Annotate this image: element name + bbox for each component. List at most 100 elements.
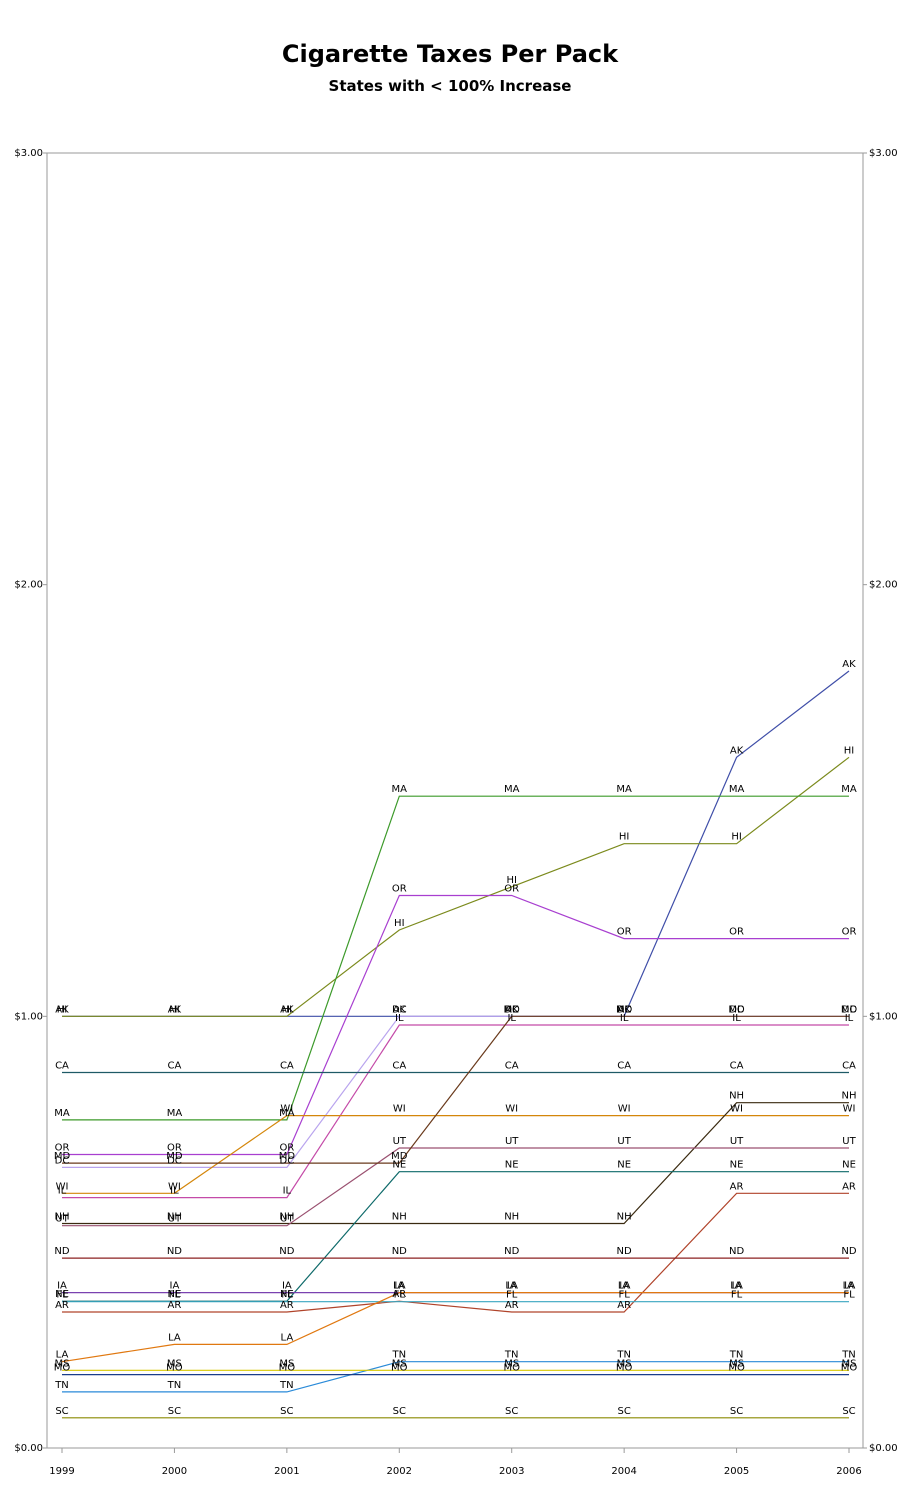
point-label-hi: HI (394, 918, 404, 929)
point-label-ar: AR (280, 1300, 294, 1311)
point-label-hi: HI (57, 1004, 67, 1015)
x-tick-label: 2005 (724, 1466, 749, 1477)
point-label-ma: MA (167, 1108, 183, 1119)
point-label-la: LA (843, 1281, 856, 1292)
point-label-fl: FL (56, 1290, 68, 1301)
point-label-ar: AR (505, 1300, 519, 1311)
point-label-ak: AK (842, 659, 856, 670)
point-label-nd: ND (729, 1246, 744, 1257)
point-label-tn: TN (841, 1350, 856, 1361)
series-line-or (62, 894, 849, 1156)
point-label-tn: TN (279, 1380, 294, 1391)
point-label-ca: CA (617, 1060, 631, 1071)
point-label-sc: SC (280, 1406, 293, 1417)
point-label-il: IL (170, 1186, 179, 1197)
chart-subtitle: States with < 100% Increase (328, 77, 572, 95)
point-label-la: LA (393, 1281, 406, 1292)
series-line-la (61, 1291, 849, 1363)
point-label-wi: WI (168, 1181, 181, 1192)
point-label-ut: UT (55, 1214, 69, 1225)
x-tick-label: 1999 (49, 1466, 74, 1477)
point-label-md: MD (616, 1004, 633, 1015)
point-label-fl: FL (618, 1290, 630, 1301)
point-label-mo: MO (728, 1363, 745, 1374)
point-label-mo: MO (616, 1363, 633, 1374)
point-label-sc: SC (505, 1406, 518, 1417)
y-tick-label-right: $2.00 (869, 580, 898, 591)
point-label-ma: MA (279, 1108, 295, 1119)
point-label-ia: IA (732, 1281, 742, 1292)
x-tick-label: 2001 (274, 1466, 299, 1477)
point-label-ne: NE (168, 1289, 182, 1300)
point-label-ca: CA (392, 1060, 406, 1071)
point-label-or: OR (842, 927, 857, 938)
point-label-fl: FL (506, 1290, 518, 1301)
x-tick-label: 2004 (611, 1466, 636, 1477)
point-label-ne: NE (505, 1160, 519, 1171)
point-label-or: OR (279, 1142, 294, 1153)
point-label-ca: CA (280, 1060, 294, 1071)
point-label-tn: TN (54, 1380, 69, 1391)
series-line-hi (62, 756, 850, 1017)
series-lines (61, 670, 850, 1419)
axes: $0.00 $0.00 $1.00 $1.00 $2.00 $2.00 $3.00 $3.00… (14, 148, 897, 1477)
point-label-hi: HI (619, 832, 629, 843)
point-label-ca: CA (730, 1060, 744, 1071)
point-label-la: LA (730, 1281, 743, 1292)
point-label-il: IL (283, 1186, 292, 1197)
point-label-tn: TN (729, 1350, 744, 1361)
point-label-ut: UT (617, 1136, 631, 1147)
point-label-nh: NH (729, 1091, 744, 1102)
point-label-nh: NH (504, 1212, 519, 1223)
point-label-mo: MO (279, 1363, 296, 1374)
point-label-ar: AR (730, 1181, 744, 1192)
point-label-ne: NE (392, 1160, 406, 1171)
point-label-ne: NE (617, 1160, 631, 1171)
point-label-hi: HI (506, 875, 516, 886)
point-label-dc: DC (842, 1004, 857, 1015)
point-label-ma: MA (54, 1108, 70, 1119)
y-tick-label-right: $1.00 (869, 1011, 898, 1022)
point-label-sc: SC (168, 1406, 181, 1417)
point-label-ca: CA (168, 1060, 182, 1071)
point-label-ms: MS (504, 1358, 519, 1369)
point-label-or: OR (55, 1142, 70, 1153)
point-label-nh: NH (392, 1212, 407, 1223)
point-label-il: IL (620, 1013, 629, 1024)
series-line-ut (62, 1147, 849, 1227)
y-tick-label-left: $0.00 (14, 1443, 43, 1454)
plot-frame (46, 152, 864, 1449)
point-label-la: LA (618, 1281, 631, 1292)
point-label-or: OR (617, 927, 632, 938)
point-label-ms: MS (392, 1358, 407, 1369)
point-label-ut: UT (505, 1136, 519, 1147)
point-label-fl: FL (394, 1290, 406, 1301)
point-label-ne: NE (730, 1160, 744, 1171)
plot-area-border (46, 152, 864, 1449)
point-label-ia: IA (170, 1281, 180, 1292)
point-label-ia: IA (394, 1281, 404, 1292)
point-label-md: MD (504, 1004, 521, 1015)
point-label-tn: TN (616, 1350, 631, 1361)
point-label-ca: CA (842, 1060, 856, 1071)
point-label-nh: NH (167, 1212, 182, 1223)
point-label-ar: AR (392, 1289, 406, 1300)
point-label-or: OR (729, 927, 744, 938)
point-label-nd: ND (392, 1246, 407, 1257)
point-label-sc: SC (730, 1406, 743, 1417)
x-tick-label: 2003 (499, 1466, 524, 1477)
point-label-nd: ND (504, 1246, 519, 1257)
x-tick-label: 2006 (836, 1466, 861, 1477)
point-label-md: MD (728, 1004, 745, 1015)
point-label-mo: MO (841, 1363, 858, 1374)
point-label-wi: WI (280, 1104, 293, 1115)
point-label-or: OR (392, 883, 407, 894)
point-label-ia: IA (282, 1281, 292, 1292)
point-label-ak: AK (55, 1004, 69, 1015)
point-label-nd: ND (841, 1246, 856, 1257)
point-label-wi: WI (505, 1104, 518, 1115)
point-label-nd: ND (167, 1246, 182, 1257)
point-label-dc: DC (392, 1004, 407, 1015)
point-label-ak: AK (617, 1004, 631, 1015)
